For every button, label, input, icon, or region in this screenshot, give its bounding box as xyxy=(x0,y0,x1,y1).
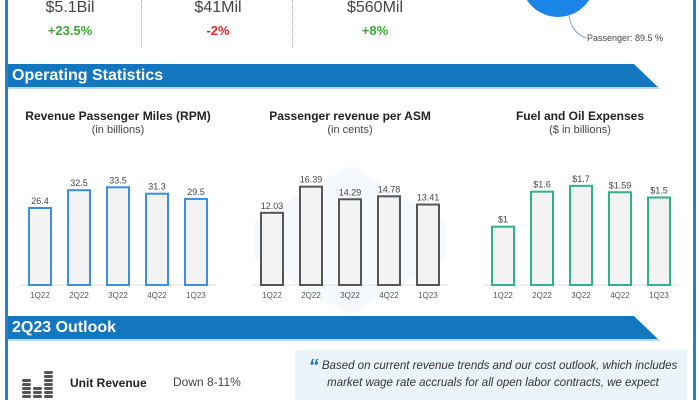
quote-mark-icon: “ xyxy=(308,356,319,378)
bar-value-label: $1.6 xyxy=(533,180,551,190)
coins-stack-icon xyxy=(22,371,53,398)
bar-value-label: 29.5 xyxy=(187,187,205,197)
bar-value-label: $1.5 xyxy=(650,186,668,196)
bar-charts: 26.4 1Q22 32.5 2Q22 33.5 3Q22 31.3 4Q22 29.5 1Q23… xyxy=(20,174,679,300)
bar xyxy=(145,192,169,286)
section-title: Operating Statistics xyxy=(12,67,164,84)
stat-value: $560Mil xyxy=(346,0,404,16)
bar-value-label: 13.41 xyxy=(417,193,440,203)
bar-value-label: 12.03 xyxy=(261,201,284,211)
bar xyxy=(608,191,632,286)
bar-value-label: 26.4 xyxy=(31,196,49,206)
pie-chart xyxy=(526,0,590,39)
chart-subtitle: ($ in billions) xyxy=(549,124,611,136)
bar xyxy=(647,196,671,286)
stat-change: +8% xyxy=(361,23,389,38)
bar-value-label: $1.7 xyxy=(572,174,590,184)
outlook-value: Down 8-11% xyxy=(173,375,241,389)
x-tick-label: 3Q22 xyxy=(108,291,128,300)
x-tick-label: 1Q22 xyxy=(30,291,50,300)
bar-value-label: 33.5 xyxy=(109,175,127,185)
bar xyxy=(569,184,593,286)
pie-label: Passenger: 89.5 % xyxy=(587,33,664,43)
bar xyxy=(338,198,362,286)
x-tick-label: 4Q22 xyxy=(147,291,167,300)
page-border-right xyxy=(693,0,696,400)
x-tick-label: 3Q22 xyxy=(340,291,360,300)
chart-title: Fuel and Oil Expenses xyxy=(515,109,645,123)
divider xyxy=(292,0,293,48)
stat-change: -2% xyxy=(206,23,230,38)
bar xyxy=(491,225,515,287)
bar xyxy=(299,185,323,286)
x-tick-label: 2Q22 xyxy=(532,291,552,300)
bar-value-label: 31.3 xyxy=(148,182,166,192)
chart-subtitle: (in cents) xyxy=(327,124,373,136)
bar xyxy=(260,211,284,287)
section-banner-operating: Operating Statistics xyxy=(8,64,660,89)
quote-text: Based on current revenue trends and our … xyxy=(321,360,678,389)
bar xyxy=(184,197,208,286)
stat-value: $41Mil xyxy=(194,0,242,16)
bar xyxy=(416,203,440,286)
bar xyxy=(377,195,401,287)
x-tick-label: 1Q23 xyxy=(418,291,438,300)
bar-value-label: 14.78 xyxy=(378,184,401,194)
x-tick-label: 4Q22 xyxy=(610,291,630,300)
x-tick-label: 1Q23 xyxy=(649,291,669,300)
divider xyxy=(141,0,142,48)
x-tick-label: 2Q22 xyxy=(69,291,89,300)
x-tick-label: 4Q22 xyxy=(379,291,399,300)
pie-leader-line xyxy=(568,15,587,39)
bar-value-label: $1 xyxy=(498,215,508,225)
bar xyxy=(106,186,130,287)
section-banner-outlook: 2Q23 Outlook xyxy=(8,316,660,341)
x-tick-label: 1Q22 xyxy=(262,291,282,300)
outlook-quote-box: “ Based on current revenue trends and ou… xyxy=(295,350,687,400)
bar-value-label: 32.5 xyxy=(70,178,88,188)
bar xyxy=(530,190,554,287)
chart-title: Passenger revenue per ASM xyxy=(269,109,431,123)
chart-title: Revenue Passenger Miles (RPM) xyxy=(25,109,211,123)
bar xyxy=(28,207,52,286)
outlook-quote: “ Based on current revenue trends and ou… xyxy=(303,356,683,391)
section-title: 2Q23 Outlook xyxy=(12,319,117,336)
bar-value-label: 16.39 xyxy=(300,175,323,185)
outlook-metric: Unit Revenue xyxy=(70,376,147,390)
chart-subtitle: (in billions) xyxy=(91,124,145,136)
stat-value: $5.1Bil xyxy=(45,0,95,16)
bar xyxy=(67,189,91,286)
x-tick-label: 1Q22 xyxy=(493,291,513,300)
x-tick-label: 1Q23 xyxy=(186,291,206,300)
bar-value-label: 14.29 xyxy=(339,187,362,197)
x-tick-label: 3Q22 xyxy=(571,291,591,300)
pie-slice-passenger xyxy=(526,0,590,17)
bar-value-label: $1.59 xyxy=(609,180,632,190)
page-border-left xyxy=(5,0,8,400)
x-tick-label: 2Q22 xyxy=(301,291,321,300)
stat-change: +23.5% xyxy=(47,23,93,38)
